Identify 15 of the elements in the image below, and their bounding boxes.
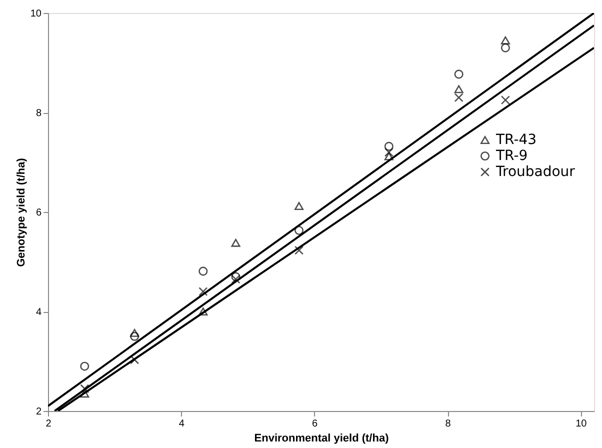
legend-label: TR-9 bbox=[495, 148, 528, 164]
y-tick-label: 2 bbox=[36, 406, 42, 418]
y-tick-label: 8 bbox=[36, 108, 42, 119]
x-tick-label: 10 bbox=[576, 418, 588, 430]
x-tick-label: 4 bbox=[178, 418, 185, 430]
legend-label: TR-43 bbox=[495, 132, 537, 148]
y-axis-title: Genotype yield (t/ha) bbox=[15, 158, 28, 267]
x-axis-title: Environmental yield (t/ha) bbox=[254, 432, 390, 444]
x-tick-label: 2 bbox=[46, 418, 52, 430]
y-tick-label: 4 bbox=[36, 307, 42, 318]
y-tick-label: 10 bbox=[30, 8, 42, 20]
x-tick-label: 8 bbox=[445, 418, 452, 430]
legend-label: Troubadour bbox=[495, 164, 576, 180]
y-tick-label: 6 bbox=[36, 208, 42, 218]
x-tick-label: 6 bbox=[312, 418, 318, 430]
